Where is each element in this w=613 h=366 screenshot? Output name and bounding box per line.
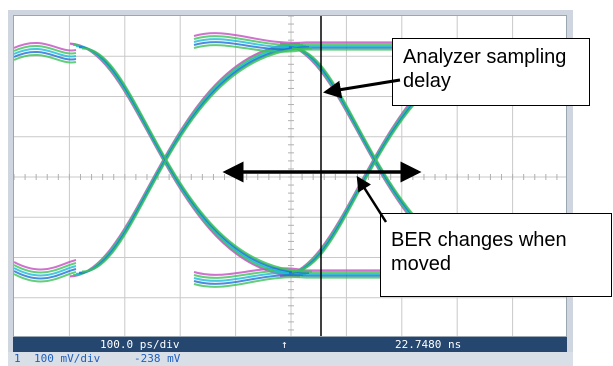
sampling-delay-callout-line1: Analyzer sampling xyxy=(403,46,567,68)
status-bar: 100.0 ps/div ↑ 22.7480 ns xyxy=(13,337,567,352)
trigger-arrow-icon: ↑ xyxy=(281,338,288,351)
ber-callout-line2: moved xyxy=(391,253,452,275)
ber-callout-line1: BER changes when xyxy=(391,229,567,251)
sampling-delay-callout: Analyzer sampling delay xyxy=(392,38,590,106)
channel-number: 1 xyxy=(14,352,21,365)
ber-callout: BER changes when moved xyxy=(380,213,612,297)
channel-readout-bar: 1 100 mV/div -238 mV xyxy=(8,352,573,366)
sampling-delay-callout-line2: delay xyxy=(403,70,451,92)
volts-per-div-readout: 100 mV/div xyxy=(34,352,101,365)
delay-readout: 22.7480 ns xyxy=(395,338,462,351)
offset-readout: -238 mV xyxy=(134,352,181,365)
timebase-readout: 100.0 ps/div xyxy=(100,338,180,351)
